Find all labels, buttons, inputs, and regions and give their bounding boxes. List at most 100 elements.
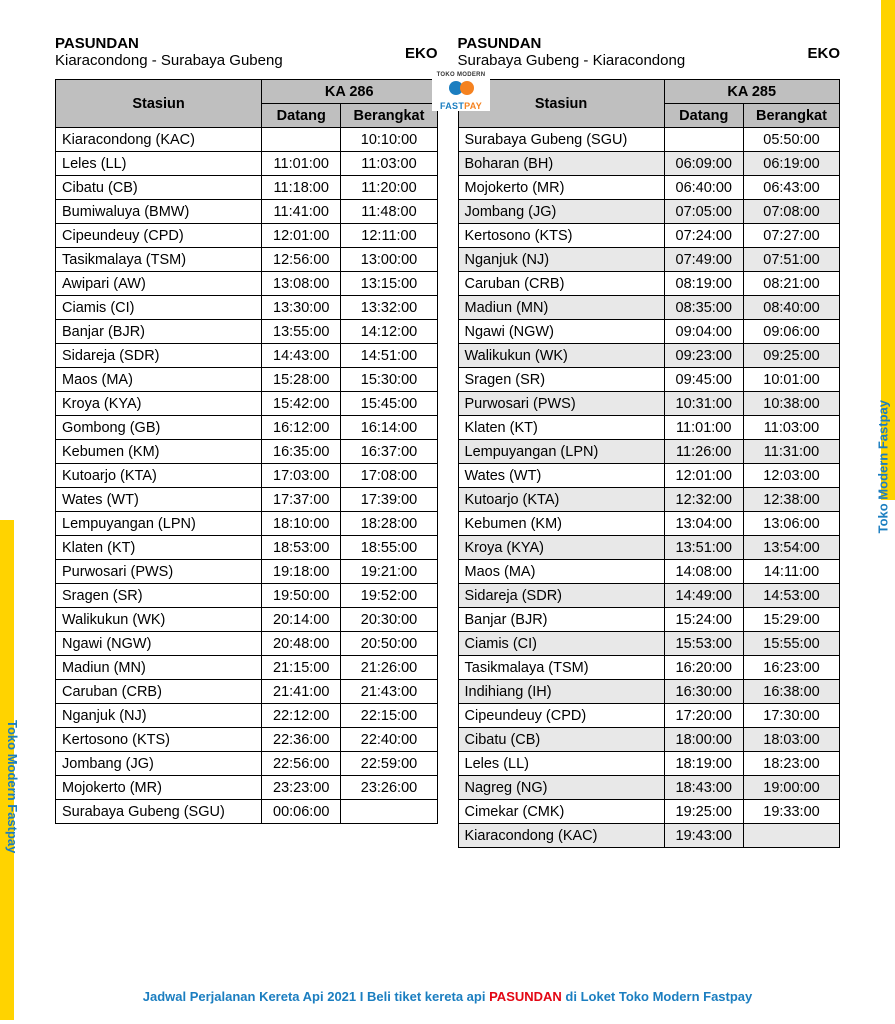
table-row: Mojokerto (MR)23:23:0023:26:00 xyxy=(56,776,438,800)
table-row: Madiun (MN)08:35:0008:40:00 xyxy=(458,296,840,320)
footer-part3: di Loket Toko Modern Fastpay xyxy=(562,989,752,1004)
arrive-cell: 13:04:00 xyxy=(664,512,743,536)
station-cell: Gombong (GB) xyxy=(56,416,262,440)
depart-cell: 22:59:00 xyxy=(341,752,437,776)
arrive-cell: 15:24:00 xyxy=(664,608,743,632)
table-row: Bumiwaluya (BMW)11:41:0011:48:00 xyxy=(56,200,438,224)
depart-cell: 10:01:00 xyxy=(743,368,839,392)
arrive-cell: 17:03:00 xyxy=(262,464,341,488)
table-row: Ngawi (NGW)20:48:0020:50:00 xyxy=(56,632,438,656)
table-row: Sragen (SR)09:45:0010:01:00 xyxy=(458,368,840,392)
table-row: Jombang (JG)07:05:0007:08:00 xyxy=(458,200,840,224)
arrive-cell: 06:09:00 xyxy=(664,152,743,176)
arrive-cell: 14:49:00 xyxy=(664,584,743,608)
station-cell: Sidareja (SDR) xyxy=(56,344,262,368)
table-row: Cimekar (CMK)19:25:0019:33:00 xyxy=(458,800,840,824)
table-row: Cipeundeuy (CPD)17:20:0017:30:00 xyxy=(458,704,840,728)
depart-cell: 22:15:00 xyxy=(341,704,437,728)
depart-cell: 14:51:00 xyxy=(341,344,437,368)
depart-cell: 16:23:00 xyxy=(743,656,839,680)
right-route: Surabaya Gubeng - Kiaracondong xyxy=(458,52,841,69)
station-cell: Nganjuk (NJ) xyxy=(56,704,262,728)
table-row: Klaten (KT)11:01:0011:03:00 xyxy=(458,416,840,440)
table-row: Cipeundeuy (CPD)12:01:0012:11:00 xyxy=(56,224,438,248)
depart-cell: 09:06:00 xyxy=(743,320,839,344)
station-cell: Kutoarjo (KTA) xyxy=(56,464,262,488)
left-route: Kiaracondong - Surabaya Gubeng xyxy=(55,52,438,69)
table-row: Kiaracondong (KAC)10:10:00 xyxy=(56,128,438,152)
arrive-cell: 15:42:00 xyxy=(262,392,341,416)
arrive-cell: 11:18:00 xyxy=(262,176,341,200)
footer-part2: PASUNDAN xyxy=(489,989,562,1004)
arrive-cell: 06:40:00 xyxy=(664,176,743,200)
left-class-label: EKO xyxy=(405,45,438,62)
depart-cell: 12:38:00 xyxy=(743,488,839,512)
arrive-cell: 19:25:00 xyxy=(664,800,743,824)
right-class-label: EKO xyxy=(807,45,840,62)
arrive-cell: 13:51:00 xyxy=(664,536,743,560)
arrive-cell: 14:43:00 xyxy=(262,344,341,368)
depart-cell: 15:45:00 xyxy=(341,392,437,416)
station-cell: Maos (MA) xyxy=(458,560,664,584)
station-cell: Nganjuk (NJ) xyxy=(458,248,664,272)
depart-cell: 11:03:00 xyxy=(341,152,437,176)
station-cell: Sragen (SR) xyxy=(458,368,664,392)
station-cell: Cibatu (CB) xyxy=(56,176,262,200)
table-row: Lempuyangan (LPN)11:26:0011:31:00 xyxy=(458,440,840,464)
depart-cell: 10:38:00 xyxy=(743,392,839,416)
depart-cell: 19:00:00 xyxy=(743,776,839,800)
col-arrive: Datang xyxy=(262,104,341,128)
depart-cell: 15:29:00 xyxy=(743,608,839,632)
station-cell: Kiaracondong (KAC) xyxy=(56,128,262,152)
depart-cell: 13:32:00 xyxy=(341,296,437,320)
station-cell: Lempuyangan (LPN) xyxy=(56,512,262,536)
arrive-cell: 07:24:00 xyxy=(664,224,743,248)
table-row: Nagreg (NG)18:43:0019:00:00 xyxy=(458,776,840,800)
station-cell: Ciamis (CI) xyxy=(458,632,664,656)
depart-cell: 18:28:00 xyxy=(341,512,437,536)
arrive-cell: 12:01:00 xyxy=(262,224,341,248)
col-station: Stasiun xyxy=(56,80,262,128)
depart-cell: 17:08:00 xyxy=(341,464,437,488)
station-cell: Jombang (JG) xyxy=(458,200,664,224)
station-cell: Sragen (SR) xyxy=(56,584,262,608)
depart-cell: 13:00:00 xyxy=(341,248,437,272)
arrive-cell: 13:08:00 xyxy=(262,272,341,296)
station-cell: Walikukun (WK) xyxy=(56,608,262,632)
station-cell: Cimekar (CMK) xyxy=(458,800,664,824)
side-brand-right: Toko Modern Fastpay xyxy=(875,400,890,533)
station-cell: Indihiang (IH) xyxy=(458,680,664,704)
depart-cell: 07:27:00 xyxy=(743,224,839,248)
arrive-cell: 18:19:00 xyxy=(664,752,743,776)
table-row: Banjar (BJR)15:24:0015:29:00 xyxy=(458,608,840,632)
station-cell: Kutoarjo (KTA) xyxy=(458,488,664,512)
left-timetable: Stasiun KA 286 Datang Berangkat Kiaracon… xyxy=(55,79,438,824)
arrive-cell: 23:23:00 xyxy=(262,776,341,800)
table-row: Surabaya Gubeng (SGU)00:06:00 xyxy=(56,800,438,824)
arrive-cell: 19:50:00 xyxy=(262,584,341,608)
arrive-cell: 10:31:00 xyxy=(664,392,743,416)
table-row: Ciamis (CI)15:53:0015:55:00 xyxy=(458,632,840,656)
depart-cell: 08:21:00 xyxy=(743,272,839,296)
depart-cell: 21:26:00 xyxy=(341,656,437,680)
left-panel-header: PASUNDAN Kiaracondong - Surabaya Gubeng … xyxy=(55,35,438,69)
table-row: Caruban (CRB)21:41:0021:43:00 xyxy=(56,680,438,704)
station-cell: Caruban (CRB) xyxy=(458,272,664,296)
table-row: Indihiang (IH)16:30:0016:38:00 xyxy=(458,680,840,704)
table-row: Kroya (KYA)15:42:0015:45:00 xyxy=(56,392,438,416)
table-row: Kutoarjo (KTA)12:32:0012:38:00 xyxy=(458,488,840,512)
table-row: Kertosono (KTS)07:24:0007:27:00 xyxy=(458,224,840,248)
station-cell: Madiun (MN) xyxy=(458,296,664,320)
station-cell: Awipari (AW) xyxy=(56,272,262,296)
depart-cell: 12:11:00 xyxy=(341,224,437,248)
table-row: Maos (MA)14:08:0014:11:00 xyxy=(458,560,840,584)
table-row: Sragen (SR)19:50:0019:52:00 xyxy=(56,584,438,608)
depart-cell: 17:30:00 xyxy=(743,704,839,728)
station-cell: Nagreg (NG) xyxy=(458,776,664,800)
depart-cell: 22:40:00 xyxy=(341,728,437,752)
table-row: Banjar (BJR)13:55:0014:12:00 xyxy=(56,320,438,344)
depart-cell: 14:12:00 xyxy=(341,320,437,344)
station-cell: Mojokerto (MR) xyxy=(458,176,664,200)
table-row: Sidareja (SDR)14:43:0014:51:00 xyxy=(56,344,438,368)
col-depart: Berangkat xyxy=(341,104,437,128)
